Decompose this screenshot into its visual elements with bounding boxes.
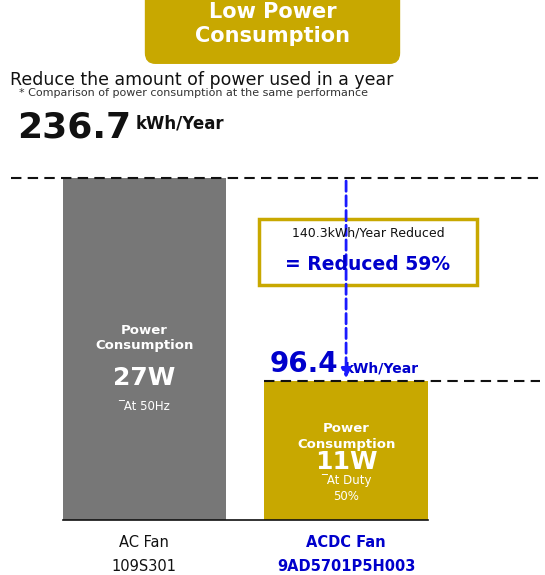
Text: kWh/Year: kWh/Year: [345, 361, 419, 375]
Text: ACDC Fan: ACDC Fan: [306, 535, 386, 550]
Text: Power
Consumption: Power Consumption: [95, 324, 193, 352]
Text: kWh/Year: kWh/Year: [135, 115, 224, 133]
FancyBboxPatch shape: [259, 218, 477, 285]
Text: 27W: 27W: [113, 366, 175, 390]
FancyBboxPatch shape: [146, 0, 399, 63]
Text: Power
Consumption: Power Consumption: [297, 422, 395, 451]
Text: 11W: 11W: [315, 450, 377, 474]
Text: AC Fan: AC Fan: [119, 535, 169, 550]
Text: Reduce the amount of power used in a year: Reduce the amount of power used in a yea…: [10, 71, 393, 89]
Bar: [264, 381, 428, 520]
Bar: [63, 178, 226, 520]
Text: ‾At Duty
50%: ‾At Duty 50%: [321, 474, 371, 503]
Text: 140.3kWh/Year Reduced: 140.3kWh/Year Reduced: [292, 227, 444, 239]
Text: 96.4: 96.4: [270, 350, 338, 378]
Text: ‾At 50Hz: ‾At 50Hz: [118, 400, 171, 413]
Text: * Comparison of power consumption at the same performance: * Comparison of power consumption at the…: [19, 88, 368, 98]
Text: 9AD5701P5H003: 9AD5701P5H003: [277, 559, 415, 574]
Text: 236.7: 236.7: [17, 110, 131, 144]
Text: Low Power
Consumption: Low Power Consumption: [195, 2, 350, 46]
Text: = Reduced 59%: = Reduced 59%: [286, 255, 450, 274]
Text: 109S301: 109S301: [112, 559, 177, 574]
